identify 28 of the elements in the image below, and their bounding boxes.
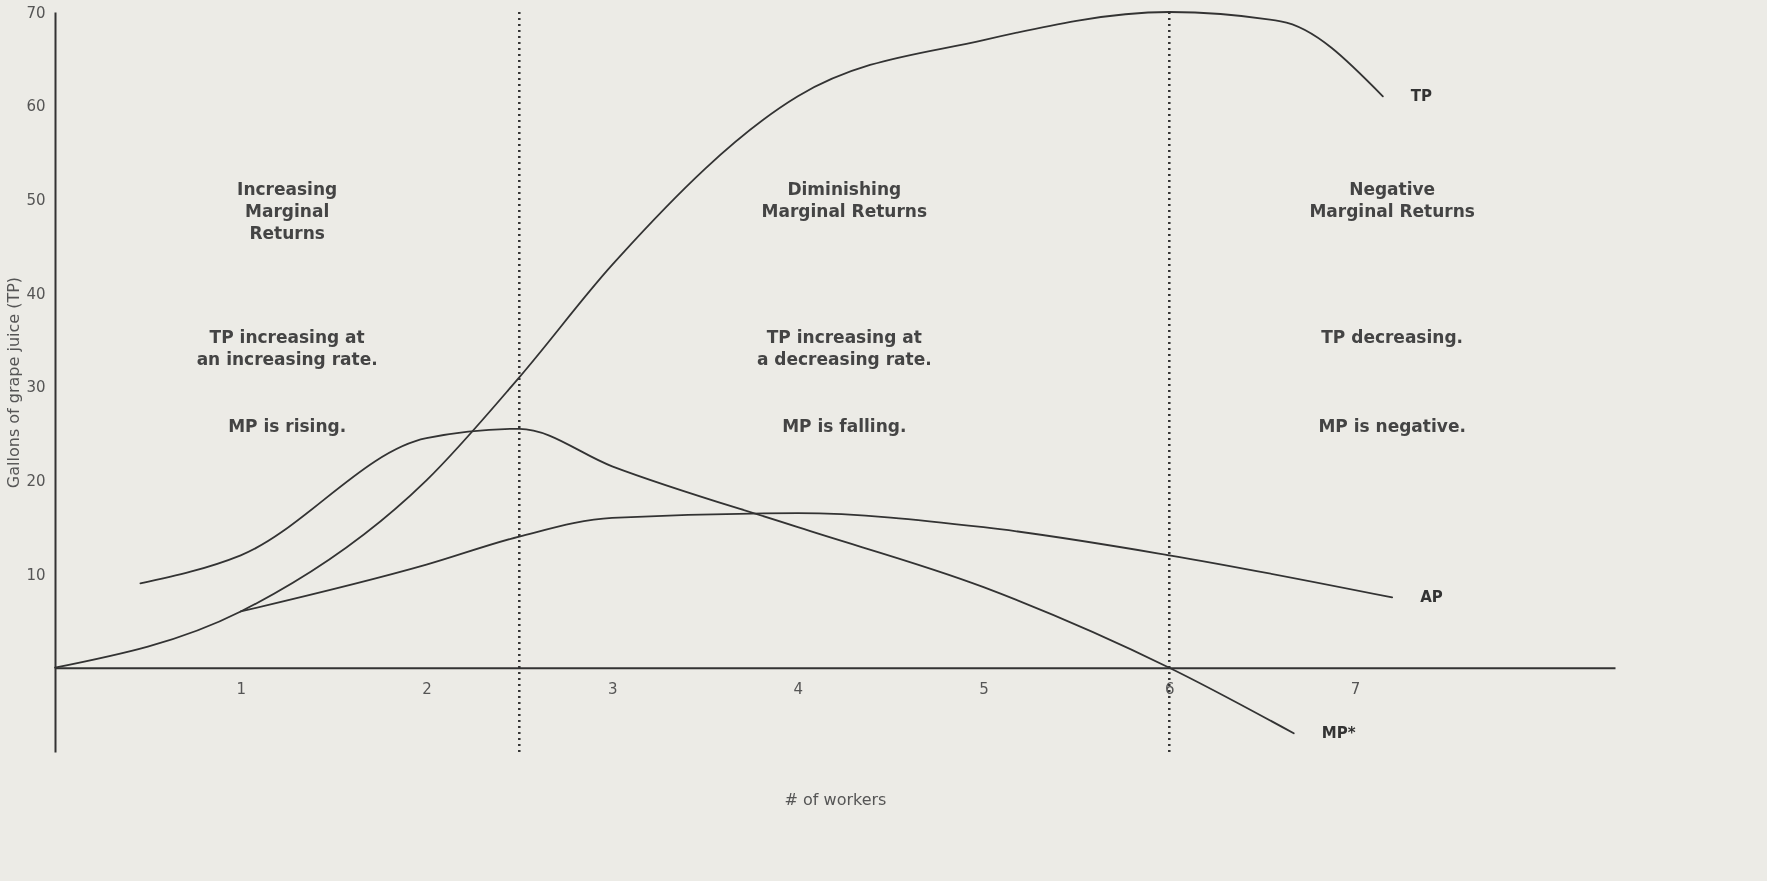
annotation: TP decreasing. bbox=[1321, 327, 1464, 348]
annotation: Negative Marginal Returns bbox=[1309, 179, 1475, 222]
annotation: TP increasing at an increasing rate. bbox=[196, 327, 378, 370]
annotation: TP increasing at a decreasing rate. bbox=[756, 327, 932, 370]
y-tick-label: 30 bbox=[26, 378, 46, 397]
y-tick-label: 20 bbox=[26, 471, 46, 490]
y-axis-title: Gallons of grape juice (TP) bbox=[4, 276, 24, 489]
y-tick-label: 60 bbox=[26, 97, 46, 116]
x-axis-title: # of workers bbox=[784, 789, 887, 809]
annotation: Diminishing Marginal Returns bbox=[761, 179, 928, 222]
series-label: AP bbox=[1420, 588, 1443, 607]
y-tick-label: 10 bbox=[26, 565, 46, 584]
x-tick-label: 3 bbox=[607, 680, 618, 699]
annotation: MP is negative. bbox=[1318, 416, 1466, 436]
x-tick-label: 4 bbox=[793, 680, 804, 699]
x-tick-label: 7 bbox=[1350, 680, 1361, 699]
annotation: Increasing Marginal Returns bbox=[237, 179, 338, 244]
x-tick-label: 1 bbox=[236, 680, 246, 699]
x-tick-label: 6 bbox=[1165, 680, 1175, 699]
series-label: MP* bbox=[1321, 724, 1356, 743]
x-tick-label: 2 bbox=[422, 680, 432, 699]
series-label: TP bbox=[1410, 87, 1433, 106]
y-tick-label: 50 bbox=[26, 190, 46, 209]
y-tick-label: 40 bbox=[26, 284, 46, 303]
annotation: MP is falling. bbox=[782, 416, 907, 436]
annotation: MP is rising. bbox=[228, 416, 347, 436]
x-tick-label: 5 bbox=[979, 680, 989, 699]
y-tick-label: 70 bbox=[26, 3, 46, 22]
